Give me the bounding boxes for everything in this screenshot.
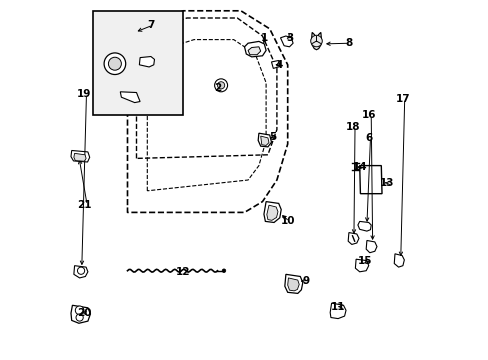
Text: 6: 6 — [365, 132, 371, 143]
Text: 4: 4 — [274, 60, 282, 70]
Text: 21: 21 — [77, 200, 91, 210]
Polygon shape — [393, 254, 404, 267]
Text: 2: 2 — [213, 83, 221, 93]
Text: 14: 14 — [352, 162, 366, 172]
Bar — [93, 11, 183, 115]
Polygon shape — [247, 47, 260, 55]
Text: 11: 11 — [330, 302, 345, 312]
Polygon shape — [271, 60, 279, 68]
Polygon shape — [357, 221, 370, 231]
Text: 8: 8 — [345, 38, 352, 48]
Text: 9: 9 — [302, 276, 308, 286]
Polygon shape — [74, 266, 88, 278]
Polygon shape — [280, 36, 292, 47]
Polygon shape — [366, 240, 376, 253]
Polygon shape — [244, 41, 265, 57]
Circle shape — [76, 314, 83, 321]
Circle shape — [217, 82, 224, 89]
Text: 5: 5 — [269, 132, 276, 142]
Text: 12: 12 — [176, 267, 190, 277]
Circle shape — [77, 267, 84, 274]
Circle shape — [214, 79, 227, 92]
Polygon shape — [355, 259, 368, 272]
Polygon shape — [260, 136, 268, 145]
Polygon shape — [287, 278, 299, 291]
Text: 13: 13 — [379, 178, 393, 188]
Text: 18: 18 — [346, 122, 360, 132]
Polygon shape — [120, 92, 140, 103]
Polygon shape — [359, 166, 381, 194]
Circle shape — [104, 53, 125, 75]
Text: 20: 20 — [77, 308, 91, 318]
Polygon shape — [71, 305, 90, 323]
Polygon shape — [264, 202, 281, 222]
Text: 10: 10 — [281, 216, 295, 226]
Polygon shape — [311, 32, 321, 50]
Polygon shape — [347, 233, 358, 244]
Text: 19: 19 — [77, 89, 91, 99]
Polygon shape — [74, 153, 86, 161]
Text: 7: 7 — [147, 20, 154, 30]
Polygon shape — [258, 133, 271, 147]
Polygon shape — [266, 205, 277, 220]
Circle shape — [310, 35, 322, 47]
Text: 15: 15 — [357, 256, 371, 266]
Polygon shape — [329, 303, 346, 319]
Text: 3: 3 — [285, 33, 292, 43]
Circle shape — [108, 57, 121, 70]
Polygon shape — [71, 150, 89, 162]
Polygon shape — [284, 274, 302, 293]
Polygon shape — [139, 57, 154, 67]
Text: 16: 16 — [362, 110, 376, 120]
Circle shape — [222, 269, 225, 273]
Text: 17: 17 — [395, 94, 409, 104]
Text: 1: 1 — [260, 33, 267, 43]
Circle shape — [75, 306, 84, 315]
